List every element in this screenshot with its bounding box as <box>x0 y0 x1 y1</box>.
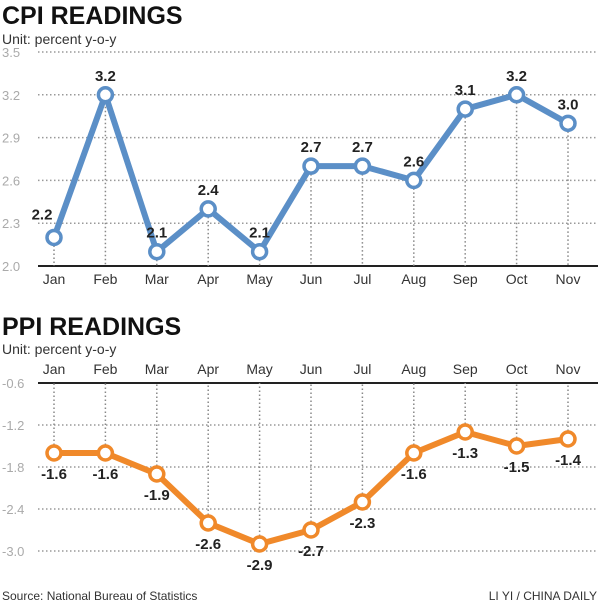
ppi-data-point <box>45 444 63 462</box>
ppi-x-tick: May <box>246 361 272 377</box>
cpi-x-tick: Jun <box>300 271 323 287</box>
ppi-data-point <box>405 444 423 462</box>
ppi-title: PPI READINGS <box>2 313 181 341</box>
cpi-x-tick: Oct <box>506 271 528 287</box>
cpi-data-point <box>456 100 474 118</box>
cpi-x-tick: Mar <box>145 271 169 287</box>
credit: LI YI / CHINA DAILY <box>489 589 597 603</box>
ppi-data-point <box>199 514 217 532</box>
ppi-x-tick: Sep <box>453 361 478 377</box>
ppi-y-tick: -1.2 <box>2 418 24 433</box>
cpi-title: CPI READINGS <box>2 2 183 30</box>
ppi-data-label: -1.6 <box>401 466 427 483</box>
cpi-data-label: 3.2 <box>506 68 527 85</box>
ppi-x-tick: Mar <box>145 361 169 377</box>
ppi-data-label: -2.9 <box>247 557 273 574</box>
cpi-y-tick: 3.2 <box>2 88 20 103</box>
cpi-data-point <box>353 157 372 175</box>
cpi-data-label: 2.2 <box>32 206 53 223</box>
cpi-x-tick: Aug <box>401 271 426 287</box>
ppi-data-label: -2.7 <box>298 543 324 560</box>
cpi-y-tick: 2.0 <box>2 259 20 274</box>
cpi-data-label: 2.6 <box>403 153 424 170</box>
ppi-data-label: -1.6 <box>92 466 118 483</box>
ppi-x-tick: Nov <box>556 361 581 377</box>
ppi-x-tick: Jan <box>43 361 66 377</box>
ppi-data-point <box>302 521 320 539</box>
cpi-data-label: 3.0 <box>558 96 579 113</box>
ppi-x-tick: Aug <box>401 361 426 377</box>
cpi-data-label: 2.7 <box>352 139 373 156</box>
cpi-x-tick: Jan <box>43 271 66 287</box>
ppi-x-tick: Jul <box>353 361 371 377</box>
cpi-data-point <box>302 157 320 175</box>
cpi-data-label: 2.1 <box>146 225 167 242</box>
cpi-x-tick: Apr <box>197 271 219 287</box>
cpi-data-point <box>405 171 423 190</box>
ppi-data-point <box>96 444 115 462</box>
ppi-y-tick: -2.4 <box>2 502 24 517</box>
cpi-data-point <box>199 200 217 218</box>
ppi-data-point <box>353 493 372 511</box>
cpi-data-point <box>507 86 526 104</box>
ppi-x-tick: Oct <box>506 361 528 377</box>
cpi-data-label: 2.4 <box>198 182 220 199</box>
ppi-data-point <box>148 465 166 483</box>
cpi-y-tick: 3.5 <box>2 45 20 60</box>
ppi-data-point <box>559 430 577 448</box>
cpi-y-tick: 2.3 <box>2 216 20 231</box>
ppi-y-tick: -1.8 <box>2 460 24 475</box>
cpi-y-tick: 2.9 <box>2 131 20 146</box>
ppi-data-point <box>456 423 474 441</box>
cpi-data-point <box>559 114 577 133</box>
ppi-data-label: -1.6 <box>41 466 67 483</box>
ppi-data-label: -2.6 <box>195 536 221 553</box>
cpi-x-tick: Jul <box>353 271 371 287</box>
source-note: Source: National Bureau of Statistics <box>2 589 197 603</box>
ppi-data-label: -1.3 <box>452 445 478 462</box>
ppi-subtitle: Unit: percent y-o-y <box>2 341 116 357</box>
cpi-data-label: 2.1 <box>249 225 270 242</box>
cpi-data-point <box>45 228 63 247</box>
cpi-data-label: 2.7 <box>301 139 322 156</box>
cpi-x-tick: May <box>246 271 272 287</box>
cpi-y-tick: 2.6 <box>2 173 20 188</box>
ppi-x-tick: Apr <box>197 361 219 377</box>
ppi-data-label: -1.4 <box>555 452 582 469</box>
cpi-x-tick: Sep <box>453 271 478 287</box>
cpi-data-point <box>250 242 269 261</box>
ppi-data-label: -1.9 <box>144 487 170 504</box>
cpi-subtitle: Unit: percent y-o-y <box>2 31 116 47</box>
cpi-x-tick: Feb <box>93 271 117 287</box>
ppi-y-tick: -3.0 <box>2 544 24 559</box>
cpi-data-label: 3.1 <box>455 82 476 99</box>
ppi-y-tick: -0.6 <box>2 376 24 391</box>
ppi-data-label: -1.5 <box>504 459 530 476</box>
cpi-data-point <box>148 242 166 261</box>
cpi-data-point <box>96 86 115 104</box>
ppi-data-point <box>507 437 526 455</box>
ppi-x-tick: Feb <box>93 361 117 377</box>
ppi-data-label: -2.3 <box>349 515 375 532</box>
ppi-x-tick: Jun <box>300 361 323 377</box>
ppi-data-point <box>250 535 269 553</box>
cpi-x-tick: Nov <box>556 271 581 287</box>
cpi-data-label: 3.2 <box>95 68 116 85</box>
